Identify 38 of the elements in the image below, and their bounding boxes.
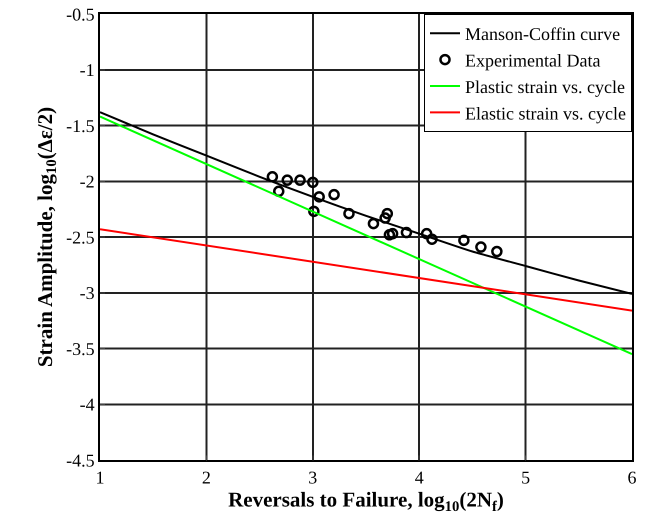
point: [420, 228, 432, 240]
point: [382, 208, 394, 220]
point: [368, 218, 380, 230]
x-tick-label: 6: [628, 467, 636, 488]
y-tick-label: -1: [80, 60, 95, 80]
y-tick-label: -2: [80, 172, 95, 192]
x-tick-label: 4: [414, 467, 424, 488]
point: [400, 226, 412, 238]
y-tick-label: -0.5: [66, 4, 95, 24]
point: [328, 188, 340, 200]
legend-label: Plastic strain vs. cycle: [465, 77, 625, 98]
point: [266, 171, 278, 183]
point: [475, 241, 487, 253]
y-tick-label: -3: [80, 283, 95, 304]
point: [491, 246, 503, 258]
point: [386, 228, 398, 240]
point: [282, 174, 294, 186]
y-tick-label: -4: [80, 394, 95, 415]
legend-label: Manson-Coffin curve: [465, 24, 620, 44]
legend-label: Experimental Data: [465, 50, 600, 71]
legend-label: Elastic strain vs. cycle: [465, 103, 626, 124]
point: [426, 233, 438, 245]
point: [384, 229, 396, 241]
x-tick-label: 2: [202, 467, 211, 488]
x-tick-label: 5: [521, 467, 530, 488]
point: [313, 191, 325, 203]
y-tick-label: -3.5: [66, 338, 95, 359]
y-tick-label: -2.5: [66, 227, 95, 248]
point: [458, 234, 470, 246]
point: [343, 208, 355, 220]
y-tick-label: -4.5: [66, 450, 95, 470]
y-tick-label: -1.5: [66, 116, 95, 136]
x-tick-label: 3: [308, 467, 318, 488]
x-axis-title: Reversals to Failure, log$_{10}$(2N$_{f}$): [228, 487, 504, 515]
x-tick-label: 1: [96, 467, 104, 488]
point: [307, 176, 319, 188]
point: [379, 212, 391, 224]
point: [294, 174, 306, 186]
